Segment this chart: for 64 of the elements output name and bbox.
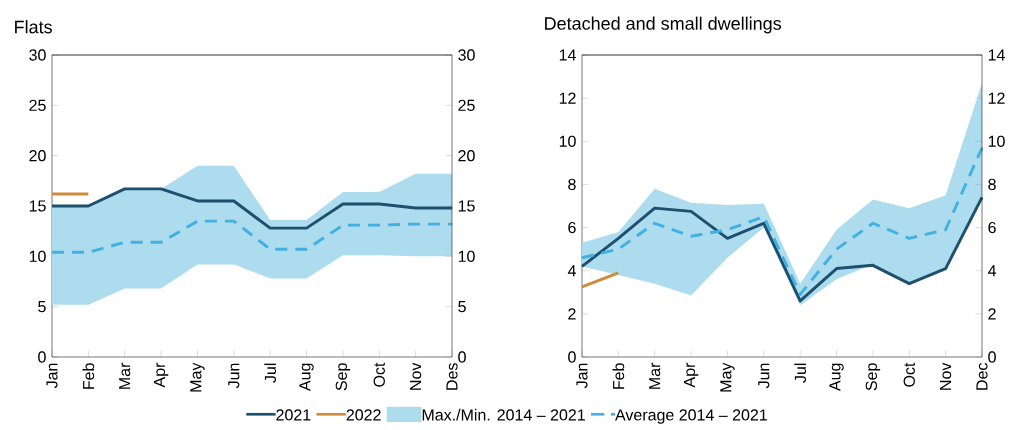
- x-tick-label: Mar: [119, 362, 131, 389]
- x-tick-label: Apr: [683, 362, 699, 388]
- x-tick-label: Mar: [649, 362, 661, 389]
- y2-tick-label: 10: [458, 250, 475, 262]
- y-tick-label: 4: [567, 265, 576, 277]
- legend-label: 2022: [346, 409, 381, 421]
- line-series: [580, 195, 984, 303]
- legend-label: Average 2014 – 2021: [615, 409, 767, 424]
- y2-tick-label: 20: [458, 150, 475, 162]
- x-tick-label: Aug: [829, 363, 844, 392]
- x-tick-label: Feb: [82, 363, 95, 389]
- y2-tick-label: 2: [988, 308, 996, 320]
- x-tick-label: May: [720, 362, 735, 392]
- x-tick-label: Oct: [373, 362, 385, 387]
- x-tick-label: May: [190, 362, 205, 392]
- y2-tick-label: 4: [987, 265, 997, 277]
- y2-tick-label: 0: [988, 351, 996, 363]
- line-series: [50, 187, 454, 230]
- y-tick-label: 2: [568, 308, 576, 320]
- legend-label: 2021: [276, 409, 311, 421]
- y-tick-label: 20: [29, 150, 46, 162]
- y-tick-label: 0: [568, 351, 576, 363]
- y2-tick-label: 25: [458, 99, 475, 111]
- x-tick-label: Feb: [612, 363, 625, 389]
- x-tick-label: Aug: [299, 363, 314, 392]
- x-tick-label: Apr: [153, 362, 169, 388]
- y2-tick-label: 8: [988, 178, 996, 191]
- x-tick-label: Jun: [228, 363, 240, 389]
- y-tick-label: 8: [568, 178, 576, 191]
- x-tick-label: Oct: [903, 362, 915, 387]
- x-tick-label: Jul: [264, 363, 277, 383]
- y2-tick-label: 14: [988, 49, 1005, 61]
- y2-tick-label: 12: [988, 92, 1005, 104]
- y-tick-label: 12: [559, 92, 576, 104]
- y2-tick-label: 5: [458, 301, 466, 313]
- y-tick-label: 6: [568, 221, 576, 234]
- y2-tick-label: 30: [458, 49, 475, 61]
- x-tick-label: Dec: [976, 363, 988, 390]
- y2-tick-label: 10: [988, 135, 1005, 147]
- x-tick-label: Des: [446, 363, 458, 390]
- y-tick-label: 15: [29, 200, 46, 212]
- x-tick-label: Jan: [46, 363, 58, 389]
- chart-title: Flats: [15, 20, 52, 34]
- x-tick-label: Jun: [758, 363, 770, 389]
- y2-tick-label: 6: [988, 221, 996, 234]
- y-tick-label: 10: [559, 135, 576, 147]
- y-tick-label: 14: [559, 49, 576, 61]
- line-series: [50, 219, 454, 254]
- y-tick-label: 0: [38, 351, 46, 363]
- y-tick-label: 30: [29, 49, 46, 61]
- y2-tick-label: 15: [458, 200, 475, 212]
- x-tick-label: Jan: [576, 363, 588, 389]
- chart-title: Detached and small dwellings: [545, 16, 782, 34]
- x-tick-label: Nov: [940, 362, 952, 390]
- y-tick-label: 25: [29, 99, 46, 111]
- line-series: [580, 146, 984, 296]
- legend-label: Max./Min. 2014 – 2021: [422, 408, 585, 421]
- x-tick-label: Nov: [410, 362, 422, 390]
- y2-tick-label: 0: [458, 351, 466, 363]
- x-tick-label: Jul: [794, 363, 807, 383]
- y-tick-label: 10: [29, 250, 46, 262]
- x-tick-label: Sep: [865, 363, 881, 391]
- y-tick-label: 5: [38, 301, 46, 313]
- x-tick-label: Sep: [335, 363, 351, 391]
